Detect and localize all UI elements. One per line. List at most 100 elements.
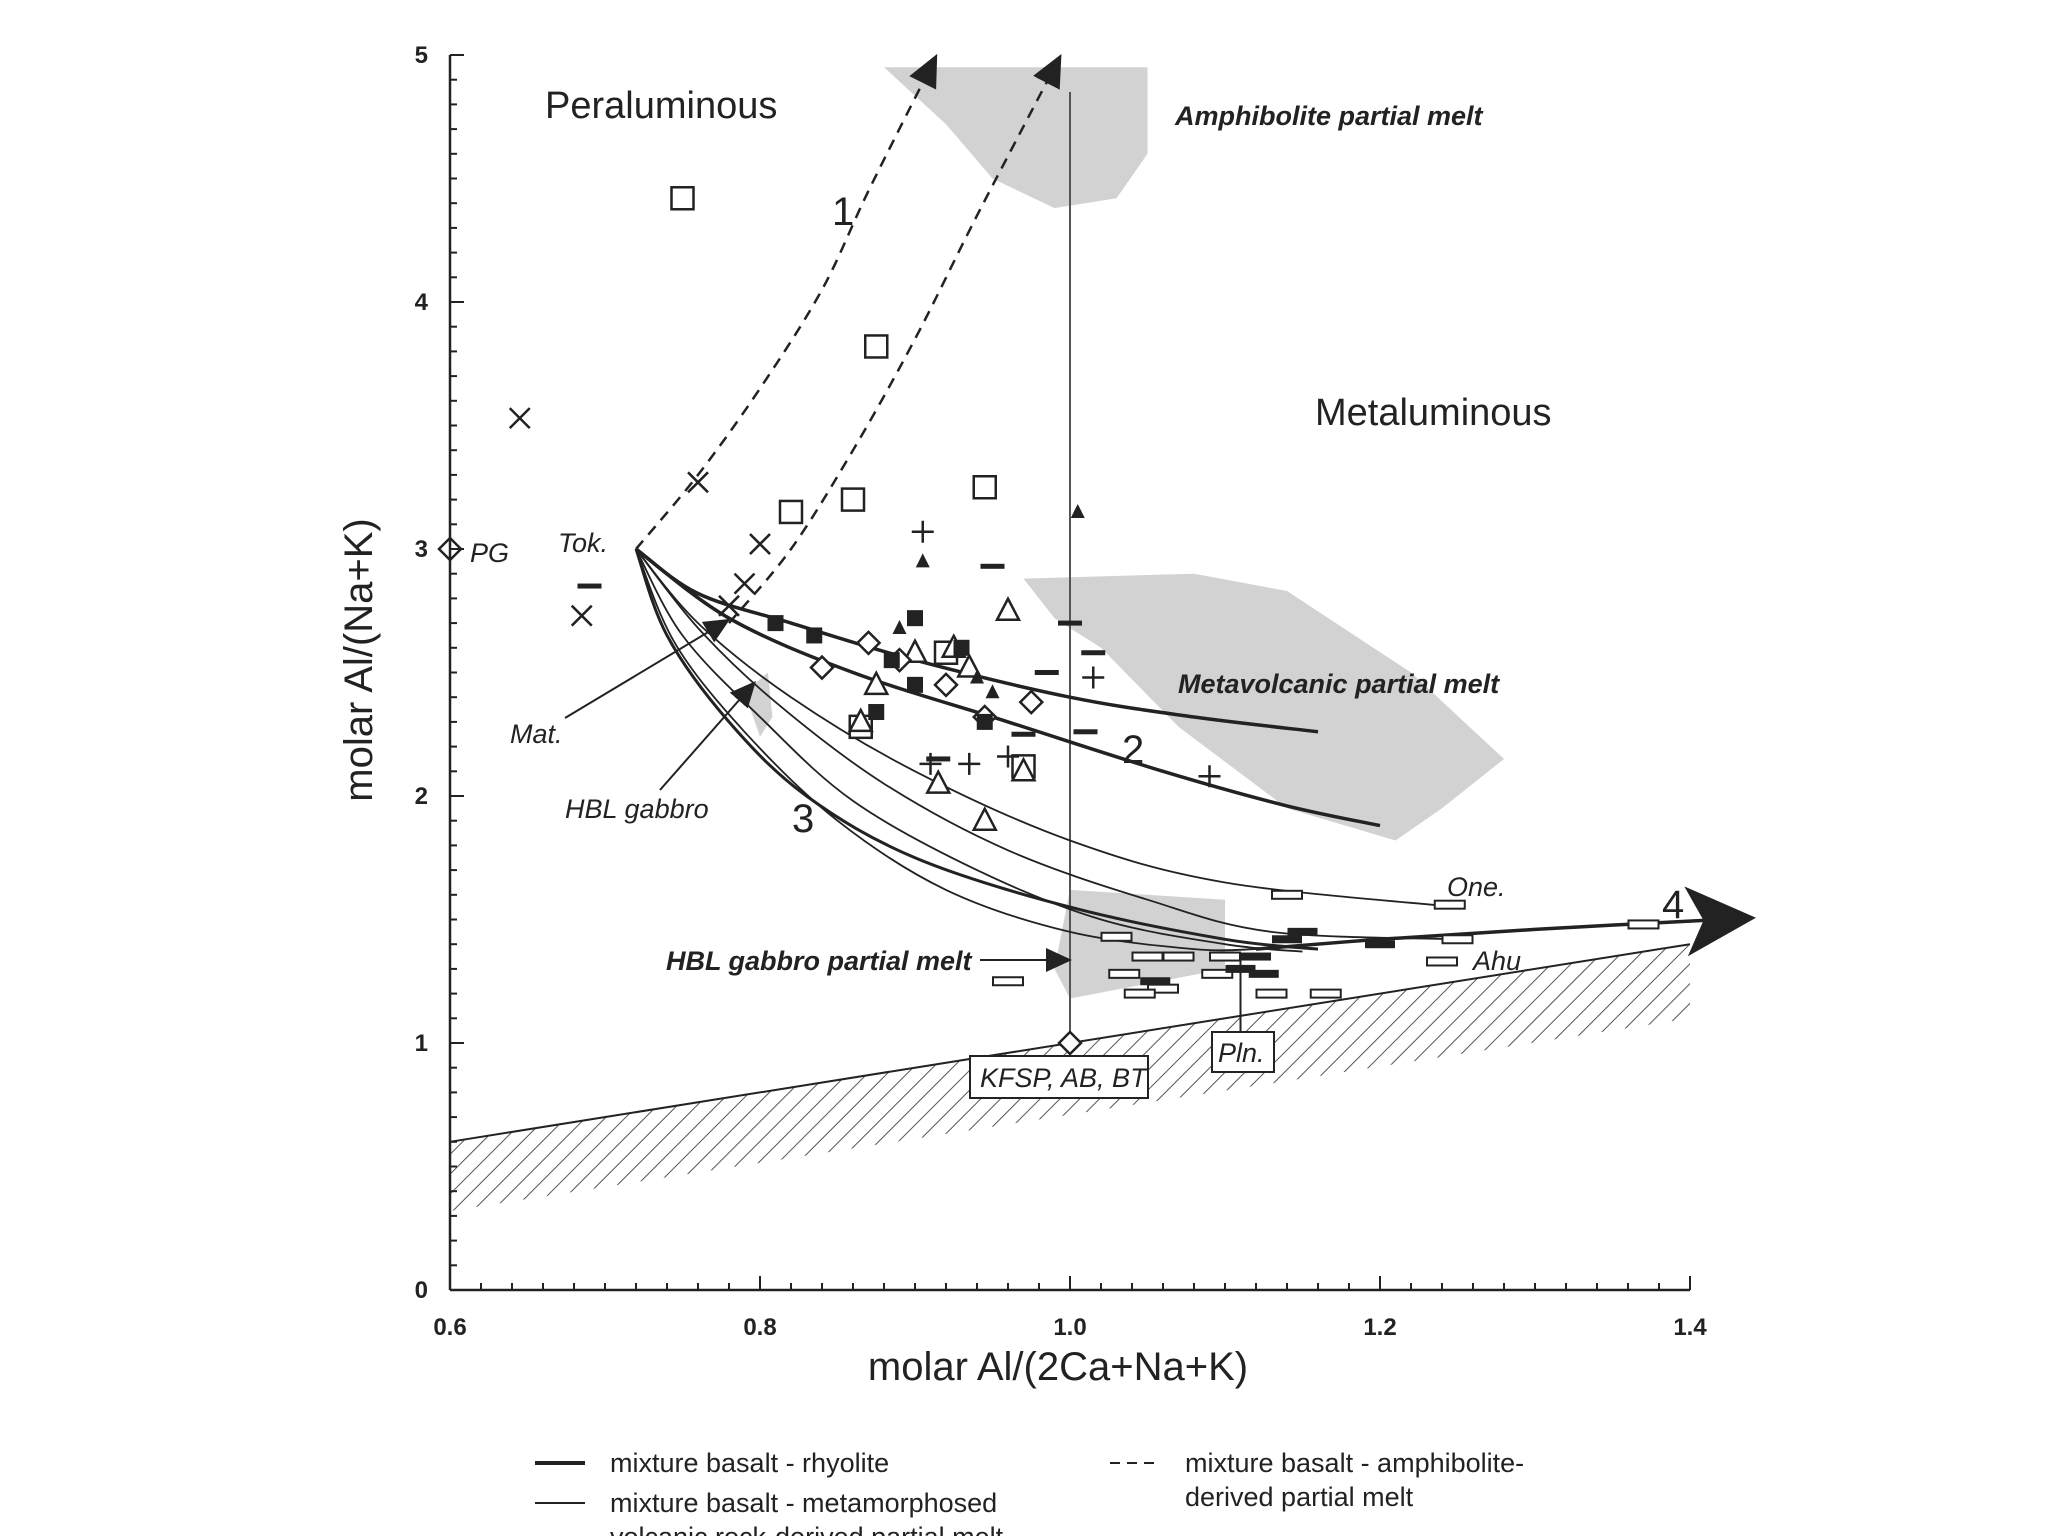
amphibolite-field-label: Amphibolite partial melt [1174,101,1484,131]
point-open-triangle-2 [863,670,890,696]
legend-label-amphibolite-line2: derived partial melt [1185,1482,1414,1512]
point-open-bar-14 [1426,956,1458,967]
point-filled-bar-5 [1272,935,1302,944]
point-filled-bar-3 [1287,927,1318,936]
y-tick-label: 4 [415,289,429,316]
axes: 0 1 2 3 4 5 0.6 0.8 1.0 1.2 1.4 [415,42,1708,1341]
point-open-diamond-4 [933,672,959,698]
curve-4-label: 4 [1662,883,1684,927]
point-filled-square-8 [868,704,885,721]
pln-box [1211,1031,1275,1073]
point-open-bar-15 [1441,934,1474,945]
point-open-triangle-8 [847,707,874,733]
point-filled-bar-1 [1225,964,1256,973]
point-plus-4 [1082,666,1105,689]
legend-label-amphibolite-line1: mixture basalt - amphibolite- [1185,1448,1524,1478]
field-amphibolite [884,67,1148,209]
point-dash-8 [926,756,951,762]
point-filled-square-5 [953,639,970,656]
point-cross-x-3 [687,471,709,494]
point-open-bar-1 [1100,931,1133,942]
mat-label: Mat. [510,719,563,749]
point-filled-triangle-5 [985,684,1000,699]
y-tick-label: 3 [415,536,428,563]
point-dash-3 [1058,620,1082,626]
pln-label: Pln. [1218,1038,1265,1068]
one-label: One. [1447,872,1506,902]
kfsp-point [1057,1030,1083,1056]
point-filled-square-4 [907,676,923,693]
point-open-diamond-2 [855,630,882,656]
point-cross-x-5 [733,572,756,595]
point-filled-bar-2 [1248,969,1279,978]
point-open-bar-16 [1627,919,1660,930]
x-tick-label: 1.4 [1673,1314,1707,1341]
curve-1-label: 1 [832,190,854,234]
tok-label: Tok. [558,528,608,558]
point-open-bar-4 [1131,951,1164,962]
point-filled-triangle-2 [892,620,907,635]
metaluminous-label: Metaluminous [1315,392,1552,434]
peraluminous-label: Peraluminous [545,85,777,127]
point-plus-6 [997,745,1019,768]
x-tick-label: 1.2 [1363,1314,1396,1341]
point-plus-5 [1198,765,1221,788]
sample-points [437,186,1660,1056]
point-dash-6 [1011,731,1036,737]
point-filled-triangle-4 [1070,503,1085,518]
point-open-bar-2 [992,976,1024,987]
y-axis-title: molar Al/(Na+K) [337,518,381,801]
point-cross-x-4 [749,533,771,555]
point-filled-bar-4 [1365,940,1395,949]
point-open-bar-9 [1209,951,1241,962]
curve-metavolcanic-3 [635,548,1303,953]
legend-label-rhyolite: mixture basalt - rhyolite [610,1448,889,1478]
ahu-label: Ahu [1471,946,1521,976]
mat-pointer [564,618,731,719]
y-tick-label: 5 [415,42,428,69]
curve-amphibolite-2 [728,54,1062,624]
point-open-square-1 [670,186,695,211]
curve-metavolcanic-4 [635,548,1257,952]
curve-metavolcanic-2 [635,548,1458,941]
point-open-triangle-5 [956,652,983,678]
hbl-gabbro-pointer [659,680,756,791]
curve-amphibolite-1 [635,53,938,550]
y-tick-label: 2 [415,783,428,810]
point-open-square-3 [778,499,804,525]
kfsp-box [969,1055,1149,1099]
hbl-gabbro-melt-label: HBL gabbro partial melt [666,946,973,976]
point-open-diamond-1 [809,654,835,681]
legend-label-metavolcanic-line2: volcanic rock-derived partial melt [610,1522,1004,1536]
point-cross-x-2 [570,604,593,627]
point-plus-3 [958,752,981,775]
point-cross-x-6 [718,594,740,617]
point-filled-bar-6 [1241,952,1271,961]
point-filled-triangle-1 [915,553,930,568]
point-dash-4 [1034,670,1059,675]
point-filled-square-7 [883,652,900,669]
point-filled-square-6 [976,713,993,730]
point-open-triangle-9 [1010,756,1037,782]
point-filled-triangle-3 [970,669,984,684]
point-open-bar-7 [1162,951,1195,962]
x-axis-title: molar Al/(2Ca+Na+K) [868,1345,1248,1389]
point-open-bar-10 [1255,988,1288,999]
point-filled-square-3 [907,610,923,627]
point-filled-square-2 [806,627,823,644]
legend-label-metavolcanic-line1: mixture basalt - metamorphosed [610,1488,997,1518]
point-open-diamond-6 [1018,689,1045,715]
legend: mixture basalt - rhyolite mixture basalt… [535,1448,1524,1536]
y-tick-label: 1 [415,1030,428,1057]
point-filled-bar-7 [1140,977,1171,986]
curve-3 [634,548,1319,951]
point-open-triangle-3 [901,638,929,663]
field-metavolcanic [1023,573,1504,841]
x-tick-label: 0.6 [433,1314,466,1341]
pg-label: PG [470,538,509,568]
curve-rhyolite-1 [634,547,1319,734]
metavolcanic-field-label: Metavolcanic partial melt [1178,669,1500,699]
point-open-bar-13 [1433,899,1466,910]
point-open-square-5 [972,475,997,500]
